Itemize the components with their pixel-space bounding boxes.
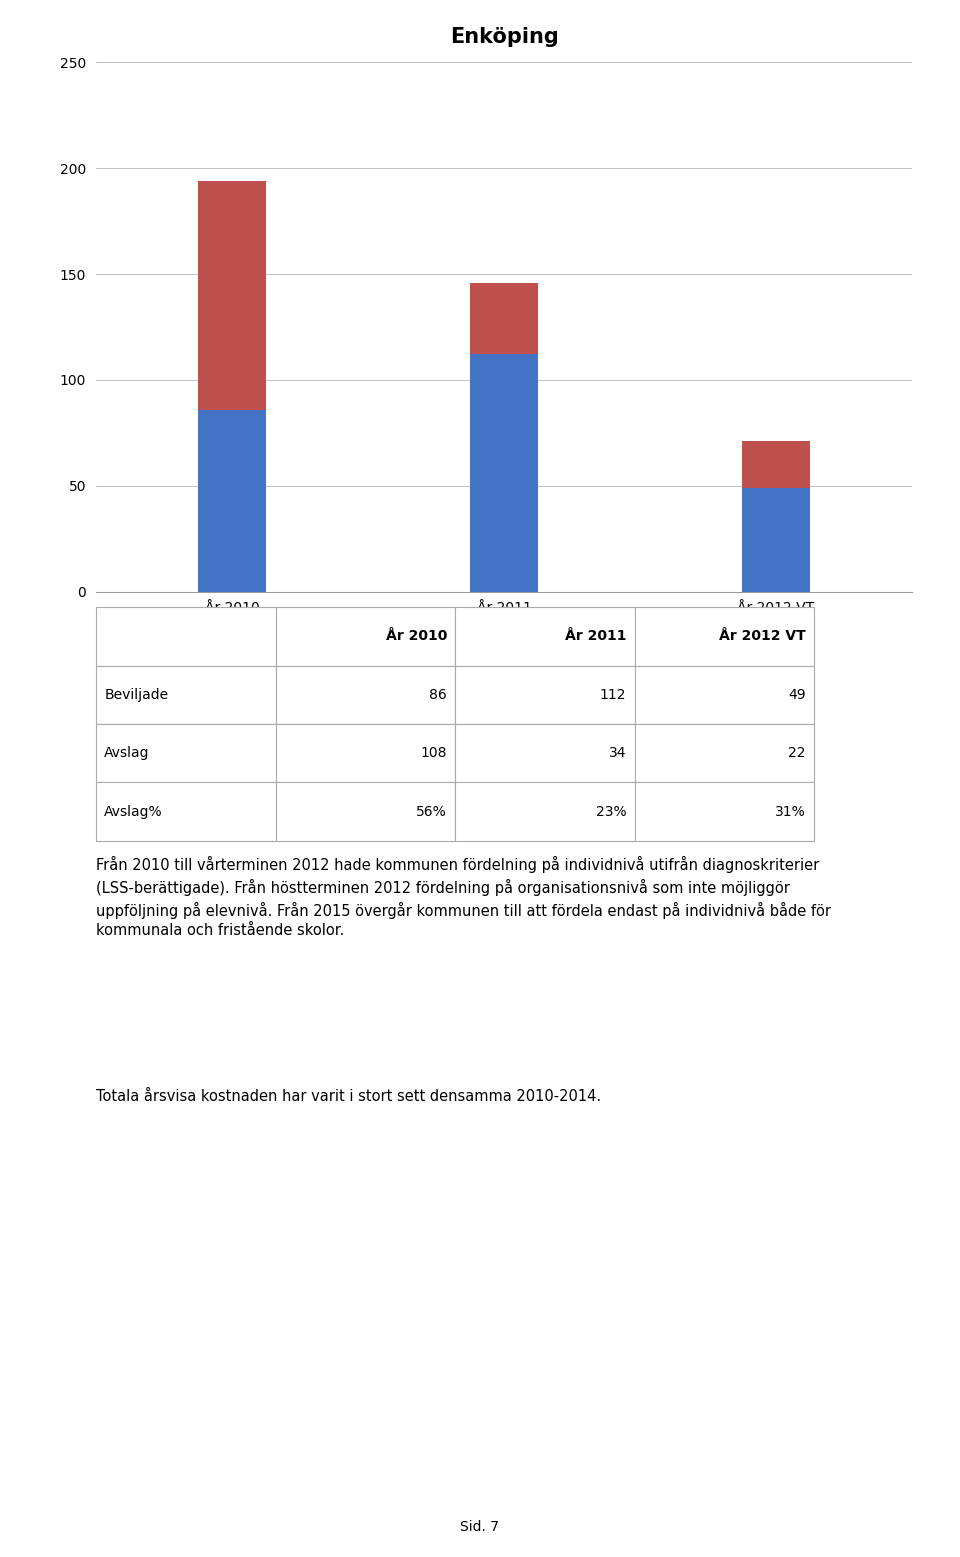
Bar bbox=[635, 607, 814, 666]
Bar bbox=[96, 607, 276, 666]
Text: År 2012 VT: År 2012 VT bbox=[719, 629, 805, 643]
Bar bbox=[635, 666, 814, 724]
Text: Från 2010 till vårterminen 2012 hade kommunen fördelning på individnivå utifrån : Från 2010 till vårterminen 2012 hade kom… bbox=[96, 856, 831, 939]
Text: Beviljade: Beviljade bbox=[104, 688, 168, 702]
Text: 86: 86 bbox=[429, 688, 446, 702]
Bar bbox=[96, 724, 276, 782]
Bar bbox=[198, 181, 266, 409]
Bar bbox=[470, 282, 538, 355]
Text: 108: 108 bbox=[420, 746, 446, 760]
Bar bbox=[276, 666, 455, 724]
Bar bbox=[635, 724, 814, 782]
Text: År 2010: År 2010 bbox=[386, 629, 446, 643]
Bar bbox=[276, 782, 455, 841]
Text: 56%: 56% bbox=[416, 805, 446, 819]
Text: Avslag%: Avslag% bbox=[104, 805, 163, 819]
Text: Totala årsvisa kostnaden har varit i stort sett densamma 2010-2014.: Totala årsvisa kostnaden har varit i sto… bbox=[96, 1090, 601, 1104]
Text: 22: 22 bbox=[788, 746, 805, 760]
Legend: Beviljade, Avslag: Beviljade, Avslag bbox=[330, 655, 515, 680]
Text: 23%: 23% bbox=[596, 805, 626, 819]
Bar bbox=[96, 782, 276, 841]
Text: 112: 112 bbox=[600, 688, 626, 702]
Text: 34: 34 bbox=[609, 746, 626, 760]
Bar bbox=[198, 409, 266, 592]
Bar bbox=[742, 441, 810, 487]
Title: Enköping: Enköping bbox=[449, 26, 559, 47]
Text: Sid. 7: Sid. 7 bbox=[461, 1520, 499, 1534]
Bar bbox=[455, 666, 635, 724]
Bar bbox=[96, 666, 276, 724]
Bar bbox=[455, 724, 635, 782]
Bar bbox=[635, 782, 814, 841]
Text: Avslag: Avslag bbox=[104, 746, 150, 760]
Bar bbox=[455, 607, 635, 666]
Text: 31%: 31% bbox=[775, 805, 805, 819]
Text: 49: 49 bbox=[788, 688, 805, 702]
Bar bbox=[276, 724, 455, 782]
Text: År 2011: År 2011 bbox=[564, 629, 626, 643]
Bar bbox=[470, 355, 538, 592]
Bar bbox=[742, 487, 810, 592]
Bar bbox=[455, 782, 635, 841]
Bar bbox=[276, 607, 455, 666]
